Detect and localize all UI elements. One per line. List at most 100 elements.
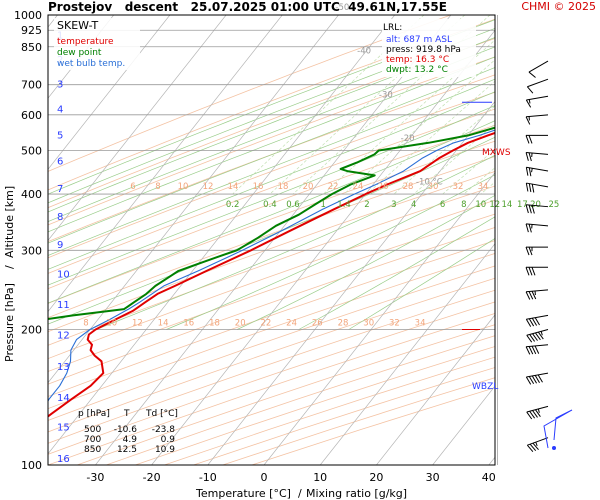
legend-title: SKEW-T [57,19,99,32]
wind-barb-flag [525,204,529,214]
dry-adiabat [76,324,495,465]
dry-adiabat [48,289,495,444]
mixing-ratio-label: 0.6 [286,200,300,210]
lrl-title: LRL: [383,23,402,33]
wind-barb-flag [525,99,532,108]
wind-barb-staff [526,182,549,188]
wind-barb-flag [531,205,535,214]
hodograph [543,409,573,449]
theta-label: 12 [203,182,214,192]
wind-barb [525,114,549,125]
theta-label: 8 [155,182,160,192]
x-tick-label: -20 [143,471,161,484]
x-tick-label: -10 [199,471,217,484]
wind-barb-flag [528,376,535,385]
wind-barb [525,166,549,177]
theta-label: 10 [106,319,117,329]
pressure-tick-label: 200 [21,324,42,337]
wind-barb-flag [529,443,537,452]
theta-label: 18 [209,319,220,329]
pressure-tick-label: 300 [21,244,42,257]
wind-barb [525,223,549,233]
wind-barb-flag [529,334,536,342]
wind-barb-flag [526,86,534,94]
pressure-tick-label: 600 [21,109,42,122]
theta-label: 16 [253,182,264,192]
moist-adiabat [298,216,495,330]
mixing-ratio-line [554,15,600,194]
dry-adiabat [48,185,495,346]
wind-barb-half [531,168,533,173]
moist-adiabat [237,194,495,330]
legend: SKEW-T temperature dew point wet bulb te… [54,18,140,70]
mixing-ratio-label: 17 [517,200,528,210]
hodograph-dot [552,446,556,450]
mixing-ratio-line [480,181,495,195]
wbzl-label: WBZL [472,382,498,392]
table-row-3-t: 12.5 [117,445,137,455]
wind-barb-flag [534,375,540,384]
dry-adiabat [48,301,495,455]
altitude-tick-label: 5 [57,130,63,141]
dry-adiabat [222,377,495,465]
mixing-ratio-line [494,193,495,195]
wind-barb [525,372,549,385]
wind-barb-flag [534,345,540,354]
wind-barb-half [540,331,543,336]
theta-label: 30 [428,182,439,192]
dry-adiabat [48,108,495,274]
mixing-ratio-line [522,15,600,194]
wind-barb-flag [528,152,532,162]
wind-barb [525,314,549,327]
mixing-ratio-label: 0.4 [263,200,277,210]
theta-label: 26 [378,182,389,192]
y-axis-secondary-label: Altitude [km] [3,186,16,258]
wind-barb-staff [526,223,549,227]
wind-barb-flag [528,71,536,78]
x-tick-label: 0 [261,471,268,484]
theta-label: 18 [278,182,289,192]
table-header-td: Td [°C] [145,409,178,419]
pressure-tick-label: 100 [21,459,42,472]
theta-label: 20 [303,182,314,192]
wind-barb-flag [525,291,531,300]
wind-barb [525,266,548,276]
moist-adiabat [166,174,495,330]
pressure-tick-label: 850 [21,41,42,54]
altitude-tick-label: 9 [57,240,63,251]
isotherm [545,15,600,465]
profile-series [48,126,495,418]
wind-barb-half [537,408,540,413]
table-row-2-t: 4.9 [123,435,138,445]
lrl-dwpt: dwpt: 13.2 °C [386,65,448,75]
theta-label: 12 [132,319,143,329]
wind-barb-flag [532,410,538,418]
wind-barb-flag [528,318,535,327]
wind-barb-flag [526,411,533,420]
theta-label: 24 [353,182,364,192]
wind-barb-flag [535,409,541,417]
isotherm [48,15,395,455]
altitude-tick-label: 8 [57,212,63,223]
x-axis-label: Temperature [°C] [195,487,291,500]
altitude-tick-label: 15 [57,423,70,434]
theta-label: 8 [83,319,88,329]
moist-adiabat [48,120,495,304]
dry-adiabat [48,240,495,397]
dry-adiabat [48,91,495,259]
lrl-box: LRL: alt: 687 m ASL press: 919.8 hPa tem… [382,19,476,77]
wind-barb [526,405,549,420]
wind-barb-flag [534,317,540,326]
wind-barb-flag [525,267,530,276]
dry-adiabat [251,387,495,465]
wind-barb-staff [527,437,549,446]
dry-adiabat [48,38,495,209]
wind-barb-flag [531,267,536,276]
table-header-p: p [hPa] [78,409,110,419]
isotherm [48,15,171,170]
mixing-ratio-label: 1 [321,200,326,210]
altitude-tick-label: 10 [57,270,70,281]
wind-barb-flag [528,135,533,144]
isotherm [48,15,283,313]
wind-barb-flag [528,224,532,233]
